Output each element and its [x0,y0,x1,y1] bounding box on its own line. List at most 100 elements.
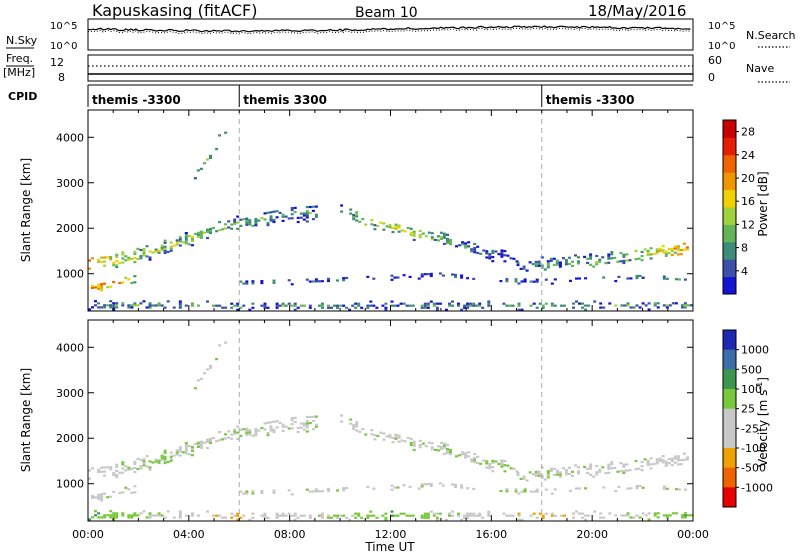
echo-cell [272,281,276,284]
echo-cell [281,423,285,426]
echo-cell [649,467,653,470]
echo-cell [408,304,412,307]
echo-cell [488,463,492,466]
echo-cell [355,211,359,214]
echo-cell [439,235,443,238]
echo-cell [439,237,443,240]
echo-cell [441,274,445,277]
echo-cell [305,422,309,425]
echo-cell [424,235,428,238]
echo-cell [584,304,588,307]
cpid-segment-label: themis -3300 [546,93,635,107]
echo-cell [290,419,294,422]
echo-cell [245,429,249,432]
echo-cell [184,442,188,445]
echo-cell [649,247,653,250]
echo-cell [516,471,520,475]
echo-cell [418,229,422,233]
echo-cell [136,258,140,261]
echo-cell [360,516,364,519]
echo-cell [175,239,179,242]
echo-cell [203,441,206,444]
echo-cell [617,485,621,488]
echo-cell [311,415,315,418]
echo-cell [558,471,562,474]
echo-cell [263,302,267,305]
echo-cell [97,258,101,261]
echo-cell [528,261,532,264]
echo-cell [442,452,446,455]
echo-cell [373,224,377,227]
echo-cell [281,304,285,307]
echo-cell [184,452,188,455]
power-colorbar-segment [723,276,736,295]
echo-cell [314,423,318,426]
echo-cell [385,435,389,438]
echo-cell [458,454,462,457]
echo-cell [472,487,476,490]
echo-cell [178,516,182,519]
echo-cell [584,308,588,311]
echo-cell [121,461,125,464]
echo-cell [121,467,125,470]
echo-cell [668,514,672,517]
echo-cell [115,465,119,468]
echo-cell [272,491,276,494]
echo-cell [607,471,611,474]
echo-cell [305,220,309,223]
echo-cell [148,304,152,307]
echo-cell [320,512,324,515]
echo-cell [275,514,279,517]
echo-cell [109,510,113,513]
echo-cell [178,300,182,303]
echo-cell [242,428,246,431]
echo-cell [196,233,200,236]
velocity-colorbar-tick-label: 500 [741,363,762,376]
echo-cell [426,304,430,307]
echo-cell [254,434,258,437]
echo-cell [578,277,581,280]
echo-cell [369,510,373,513]
echo-cell [260,492,264,495]
echo-cell [426,516,430,519]
echo-cell [88,477,91,480]
echo-cell [275,516,279,519]
echo-cell [388,226,392,229]
echo-cell [393,514,397,517]
echo-cell [369,514,373,517]
echo-cell [115,263,119,267]
freq-label-2: [MHz] [3,66,35,79]
echo-cell [127,488,131,491]
echo-cell [640,255,644,258]
echo-cell [655,250,659,253]
echo-cell [421,442,425,445]
echo-cell [178,446,182,449]
echo-cell [366,304,370,307]
power-colorbar-segment [723,137,736,156]
echo-cell [466,302,470,305]
echo-cell [133,275,137,278]
echo-cell [497,253,501,256]
echo-cell [178,302,182,305]
echo-cell [221,228,225,231]
echo-cell [558,263,562,266]
cpid-strip: CPID themis -3300 themis 3300 themis -3300 [8,84,693,107]
echo-cell [629,277,633,280]
echo-cell [314,425,318,428]
echo-cell [385,225,389,228]
echo-cell [121,261,125,264]
echo-cell [236,425,240,428]
echo-cell [664,250,668,253]
echo-cell [420,275,424,278]
echo-cell [664,254,668,257]
power-echo-points [88,110,693,311]
echo-cell [640,460,644,464]
echo-cell [466,487,470,490]
echo-cell [127,258,131,261]
echo-cell [491,459,495,462]
echo-cell [408,485,412,488]
echo-cell [354,306,358,309]
echo-cell [680,304,684,307]
echo-cell [505,490,509,493]
echo-cell [561,467,565,470]
